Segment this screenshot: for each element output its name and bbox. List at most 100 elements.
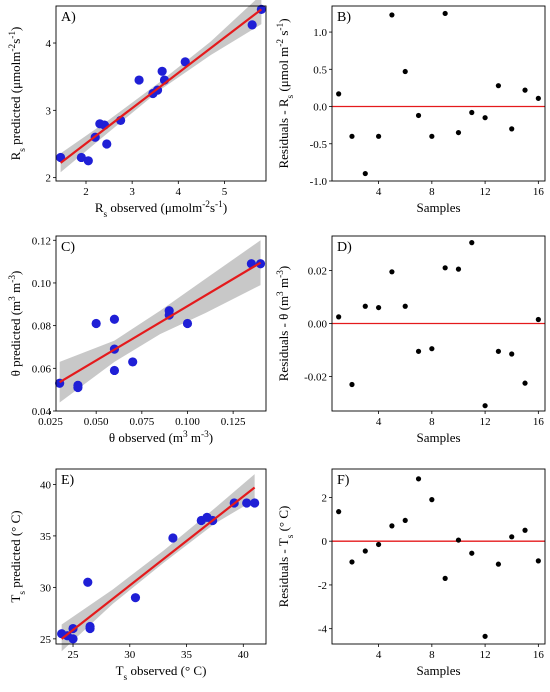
- panel-label: F): [337, 473, 350, 488]
- residual-point: [469, 550, 475, 556]
- residual-point: [415, 348, 422, 354]
- residual-point: [429, 133, 435, 139]
- y-tick-label: 0.02: [308, 265, 327, 277]
- x-tick-label: 40: [238, 649, 250, 661]
- y-tick-label: 1.0: [313, 27, 327, 39]
- x-tick-label: 35: [181, 649, 193, 661]
- data-point: [73, 380, 83, 390]
- panel-e: 25 30 35 40 25 30 35 40 E) Ts observed (° C) Ts pr…: [8, 468, 267, 683]
- y-tick-label: 0.00: [308, 319, 328, 331]
- regression-line: [60, 486, 256, 640]
- y-tick-label: -2: [318, 580, 327, 592]
- x-tick-label: 5: [222, 186, 228, 198]
- y-tick-label: 25: [40, 634, 52, 646]
- plot-frame: [55, 235, 267, 412]
- residual-point: [535, 95, 541, 101]
- x-tick-label: 0.025: [38, 416, 63, 428]
- y-tick-label: 4: [46, 38, 52, 50]
- data-point: [102, 139, 112, 149]
- residual-point: [349, 381, 355, 388]
- x-tick-label: 3: [129, 186, 135, 198]
- panel-label: D): [337, 240, 352, 255]
- residual-point: [336, 314, 342, 320]
- data-point: [180, 57, 190, 67]
- residual-point: [415, 112, 422, 119]
- data-point: [83, 577, 93, 587]
- data-point: [130, 593, 141, 603]
- panel-label: B): [337, 10, 351, 25]
- y-tick-label: 35: [40, 531, 52, 543]
- residual-point: [455, 266, 462, 272]
- y-tick-label: 2: [322, 492, 328, 504]
- y-tick-label: 0.10: [32, 278, 52, 290]
- y-axis-label: Residuals - θ (m3 m-3): [276, 266, 291, 382]
- panel-label: C): [61, 240, 75, 255]
- panel-f: 4 8 12 16 -4 -2 0 2 F) Samples Residuals - Ts (° C…: [276, 468, 546, 678]
- residual-point: [455, 129, 462, 136]
- panel-b: 4 8 12 16 -1.0 -0.5 0.0 0.5 1.0 B) Samples Residual…: [276, 5, 546, 215]
- residual-point: [469, 109, 475, 116]
- regression-line: [59, 261, 262, 384]
- x-tick-label: 16: [533, 416, 545, 428]
- y-tick-label: 0.08: [32, 321, 52, 333]
- x-tick-label: 8: [429, 416, 435, 428]
- y-tick-label: -0.5: [310, 139, 328, 151]
- residual-point: [349, 133, 355, 139]
- residual-point: [389, 269, 395, 275]
- data-point: [85, 623, 95, 634]
- data-point: [182, 318, 193, 329]
- residual-point: [535, 558, 541, 564]
- x-tick-label: 0.050: [84, 416, 109, 428]
- residual-point: [429, 497, 435, 503]
- x-axis-label: Ts observed (° C): [116, 663, 207, 683]
- regression-line: [59, 8, 263, 164]
- x-tick-label: 0.100: [175, 416, 200, 428]
- y-axis-label: Ts predicted (° C): [8, 510, 28, 602]
- panel-c: 0.025 0.050 0.075 0.100 0.125 0.04 0.06 0.08 0.1…: [8, 235, 267, 445]
- data-point: [134, 75, 144, 85]
- x-tick-label: 16: [533, 186, 545, 198]
- residual-point: [402, 303, 408, 309]
- x-tick-label: 4: [176, 186, 182, 198]
- residual-point: [482, 633, 488, 639]
- residual-point: [522, 380, 528, 386]
- y-axis-label: Residuals - Rs (μmol m-2 s-1): [276, 18, 296, 168]
- plot-frame: [331, 468, 546, 645]
- x-tick-label: 25: [68, 649, 80, 661]
- data-point: [250, 498, 260, 508]
- residual-point: [415, 476, 422, 482]
- residual-point: [455, 537, 462, 543]
- y-tick-label: 3: [46, 105, 52, 117]
- residual-point: [522, 87, 528, 93]
- y-tick-label: 0.04: [32, 406, 52, 418]
- x-tick-label: 0.125: [221, 416, 246, 428]
- x-tick-label: 8: [429, 186, 435, 198]
- y-tick-label: 0.5: [313, 64, 327, 76]
- x-tick-label: 2: [83, 186, 89, 198]
- x-axis-label: Samples: [416, 663, 460, 678]
- x-axis-label: Samples: [416, 430, 460, 445]
- residual-point: [469, 240, 475, 246]
- panel-a: 2 3 4 5 2 3 4 A) Rs observed (μmolm-2s-1) Rs pred…: [8, 0, 267, 220]
- x-tick-label: 4: [376, 649, 382, 661]
- x-tick-label: 4: [376, 186, 382, 198]
- plot-frame: [55, 5, 267, 182]
- residual-point: [482, 115, 488, 121]
- x-axis-label: θ observed (m3 m-3): [109, 430, 213, 445]
- x-tick-label: 12: [480, 649, 491, 661]
- residual-point: [349, 559, 355, 565]
- y-tick-label: 30: [40, 582, 52, 594]
- residual-point: [336, 91, 342, 97]
- x-tick-label: 16: [533, 649, 545, 661]
- data-point: [76, 152, 86, 163]
- y-tick-label: -0.02: [304, 372, 327, 384]
- residual-point: [375, 304, 382, 311]
- residual-point: [495, 561, 502, 567]
- x-tick-label: 0.075: [129, 416, 154, 428]
- residual-point: [509, 126, 515, 132]
- plot-frame: [331, 5, 546, 182]
- residual-point: [389, 12, 395, 18]
- y-tick-label: 2: [46, 173, 52, 185]
- x-tick-label: 8: [429, 649, 435, 661]
- data-point: [157, 66, 167, 76]
